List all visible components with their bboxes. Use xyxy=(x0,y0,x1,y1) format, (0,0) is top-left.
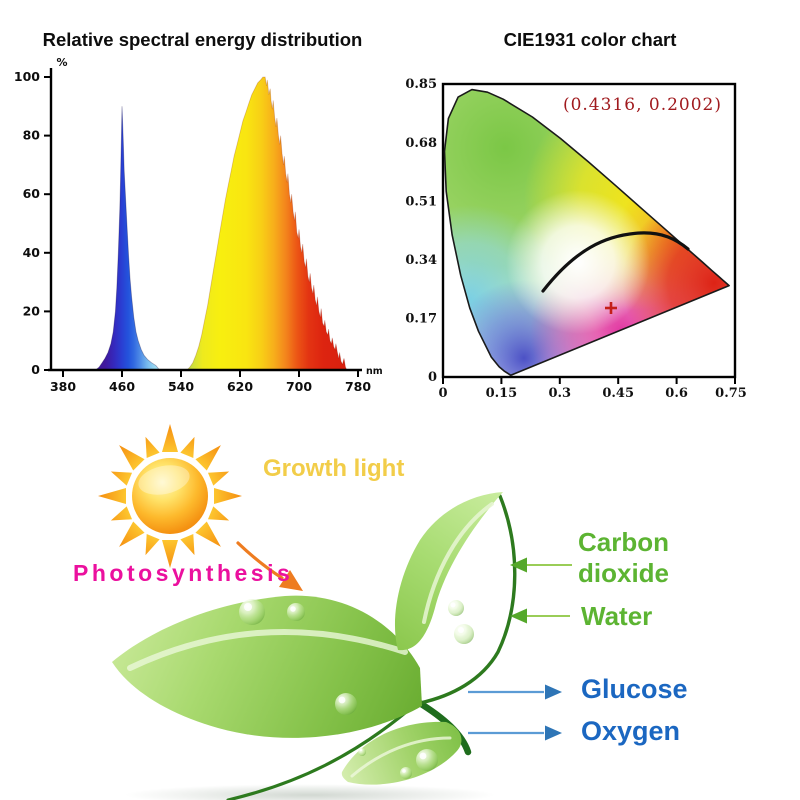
cie-y-tick-label: 0.85 xyxy=(405,77,437,92)
y-tick-label: 80 xyxy=(23,128,41,143)
blue-peak-area xyxy=(94,106,161,371)
carbon-dioxide-line1: Carbon xyxy=(578,527,669,557)
cie-y-tick-label: 0.68 xyxy=(405,136,437,151)
y-tick-label: 0 xyxy=(31,362,40,377)
cie-y-tick-label: 0.51 xyxy=(405,195,437,210)
oxygen-arrow xyxy=(468,725,562,741)
y-tick-label: 40 xyxy=(23,245,41,260)
chromaticity-point-marker xyxy=(605,302,617,314)
cie-bottom-ticks xyxy=(442,377,736,384)
water-droplets xyxy=(239,599,474,779)
cie-x-tick-label: 0.45 xyxy=(602,386,634,401)
y-tick-label: 60 xyxy=(23,186,41,201)
photosynthesis-illustration xyxy=(98,424,572,800)
cie-x-tick-label: 0.3 xyxy=(548,386,571,401)
x-tick-label: 380 xyxy=(50,379,76,394)
carbon-dioxide-line2: dioxide xyxy=(578,558,670,588)
x-tick-label: 700 xyxy=(286,379,312,394)
glucose-label: Glucose xyxy=(581,674,688,704)
water-arrow xyxy=(510,608,570,624)
sun-body xyxy=(132,458,208,534)
growth-light-label: Growth light xyxy=(263,455,405,482)
cie-x-tick-label: 0.15 xyxy=(486,386,518,401)
planckian-locus-curve xyxy=(541,231,690,293)
coordinate-annotation: (0.4316, 0.2002) xyxy=(563,95,722,115)
cie-horseshoe-outline xyxy=(443,88,730,377)
cie-y-tick-label: 0.17 xyxy=(405,312,437,327)
leaf-large xyxy=(112,595,422,738)
glucose-arrow xyxy=(468,684,562,700)
y-tick-label: 100 xyxy=(14,69,40,84)
cie-y-tick-label: 0 xyxy=(428,370,437,385)
y-tick-label: 20 xyxy=(23,303,41,318)
sun-gloss xyxy=(138,465,190,495)
y-axis-unit: % xyxy=(56,56,67,69)
sun-icon xyxy=(98,424,242,568)
cie1931-chart: 0.85 0.68 0.51 0.34 0.17 0 0 0.15 0.3 0.… xyxy=(405,77,747,401)
red-peak-area xyxy=(185,76,348,371)
water-label: Water xyxy=(581,601,653,631)
x-axis-unit: nm xyxy=(366,366,383,377)
x-tick-label: 460 xyxy=(109,379,135,394)
spectral-chart-title: Relative spectral energy distribution xyxy=(42,29,363,50)
cie-x-tick-label: 0.75 xyxy=(715,386,747,401)
cie-y-tick-label: 0.34 xyxy=(405,253,437,268)
photosynthesis-label: Photosynthesis xyxy=(73,560,294,586)
cie-x-tick-label: 0.6 xyxy=(665,386,688,401)
spectral-axes xyxy=(48,68,362,372)
spectral-x-ticks xyxy=(62,370,359,377)
ground-shadow xyxy=(125,784,495,800)
cie-x-tick-label: 0 xyxy=(438,386,447,401)
cie-chart-title: CIE1931 color chart xyxy=(503,29,677,50)
leaf-upper xyxy=(394,492,503,651)
x-tick-label: 780 xyxy=(345,379,371,394)
spectral-y-ticks xyxy=(44,76,51,371)
x-tick-label: 540 xyxy=(168,379,194,394)
oxygen-label: Oxygen xyxy=(581,716,681,746)
spectral-chart: 100 80 60 40 20 0 380 460 540 620 700 78… xyxy=(14,56,383,394)
sun-to-plant-arrow xyxy=(236,541,303,591)
x-tick-label: 620 xyxy=(227,379,253,394)
carbon-dioxide-label: Carbon dioxide xyxy=(578,527,669,589)
carbon-dioxide-arrow xyxy=(510,557,572,573)
